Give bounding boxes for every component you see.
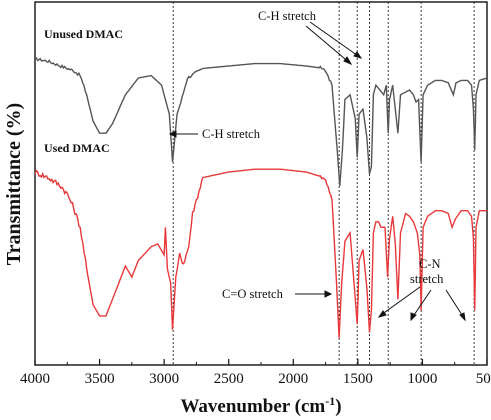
arrowhead-cn-1 xyxy=(377,310,387,318)
arrowhead-cn-2 xyxy=(410,312,417,322)
x-axis-title: Wavenumber (cm-1) xyxy=(180,394,341,417)
x-axis-title-superscript: -1 xyxy=(325,394,335,408)
reference-lines xyxy=(172,2,475,365)
arrowhead-cn-3 xyxy=(459,312,466,322)
arrow-ch-top-1 xyxy=(305,25,352,65)
x-axis-title-suffix: ) xyxy=(335,396,341,417)
arrowhead-ch-top-2 xyxy=(353,51,363,59)
annotation-ch-stretch-mid: C-H stretch xyxy=(202,127,261,141)
y-axis-title: Transmittance (%) xyxy=(3,103,25,265)
x-tick-label: 2500 xyxy=(214,371,244,387)
series-label-unused: Unused DMAC xyxy=(44,27,123,41)
arrowhead-ch-top-1 xyxy=(343,56,353,66)
series-line-unused-dmac xyxy=(34,57,488,187)
annotation-cn-line2: stretch xyxy=(410,272,444,286)
arrow-cn-3 xyxy=(445,289,465,319)
x-tick-label: 3000 xyxy=(149,371,179,387)
series-layer xyxy=(34,57,488,339)
x-tick-label: 4000 xyxy=(20,371,50,387)
x-tick-label: 3500 xyxy=(85,371,115,387)
annotation-ch-stretch-top: C-H stretch xyxy=(258,9,317,23)
arrow-cn-2 xyxy=(411,289,432,319)
annotation-cn-line1: C-N xyxy=(419,257,441,271)
x-tick-label: 1500 xyxy=(343,371,373,387)
x-tick-label: 500 xyxy=(476,371,491,387)
arrow-cn-1 xyxy=(380,286,421,316)
annotations xyxy=(168,21,466,322)
arrowhead-co xyxy=(324,290,333,298)
x-axis-ticks: 4000 3500 3000 2500 2000 1500 1000 500 xyxy=(20,359,491,387)
arrow-ch-top-2 xyxy=(309,21,362,59)
x-tick-label: 1000 xyxy=(407,371,437,387)
series-line-used-dmac xyxy=(34,168,487,339)
arrowhead-ch-mid xyxy=(168,130,177,138)
x-tick-label: 2000 xyxy=(278,371,308,387)
annotation-co-stretch: C=O stretch xyxy=(222,287,284,301)
series-label-used: Used DMAC xyxy=(44,141,110,155)
x-axis-title-main: Wavenumber (cm xyxy=(180,396,325,417)
plot-frame xyxy=(34,1,488,366)
